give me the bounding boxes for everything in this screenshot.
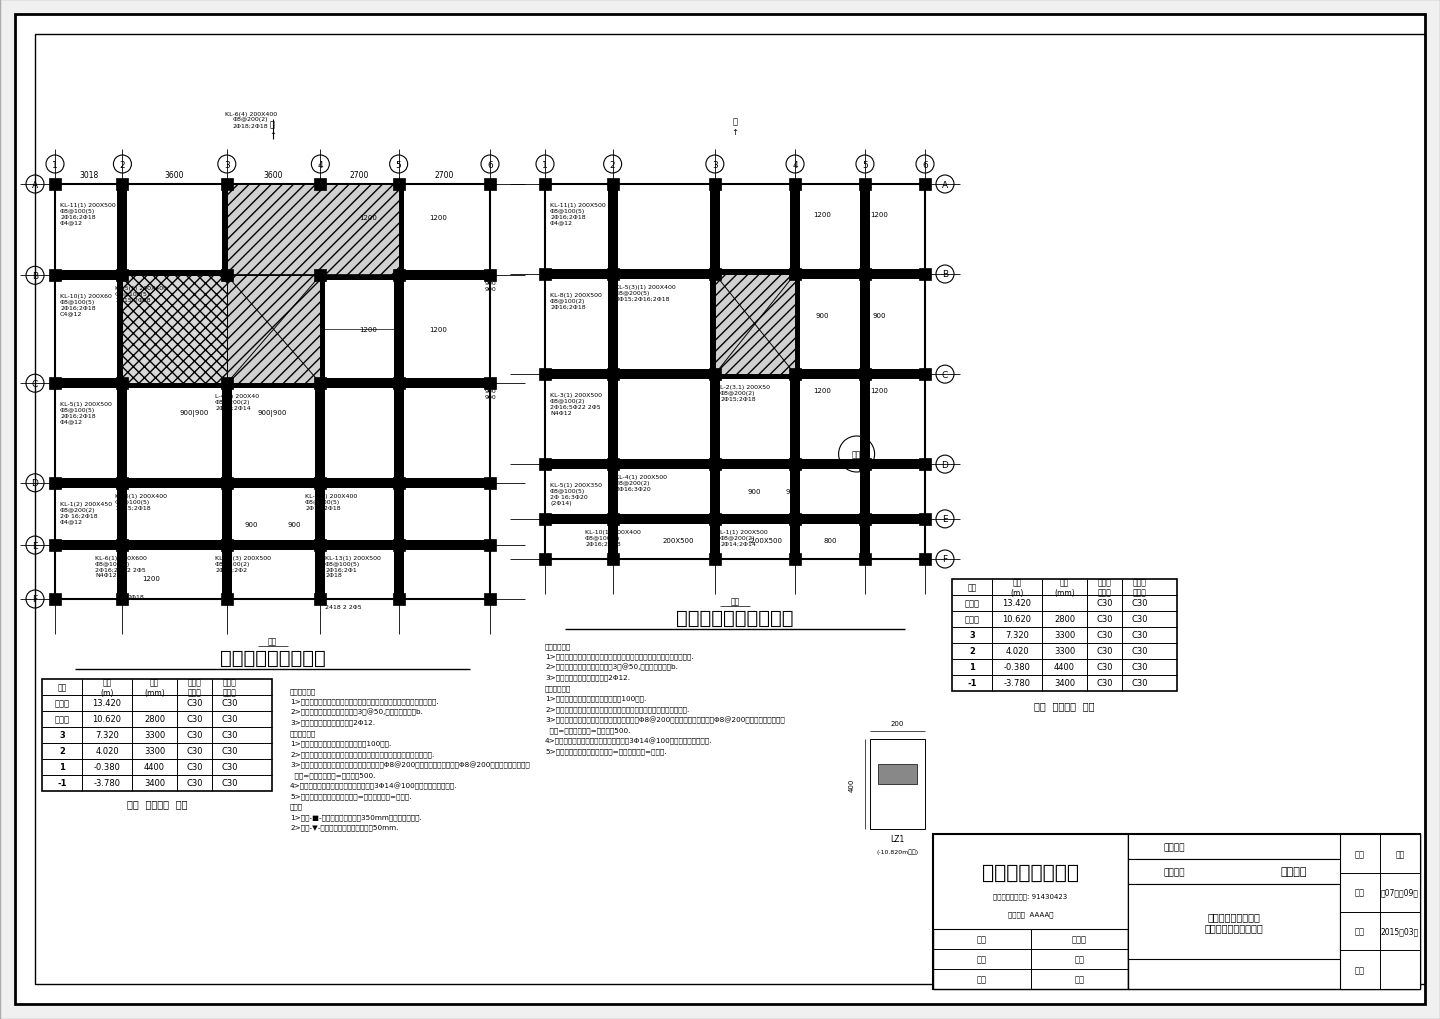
Bar [539, 459, 552, 471]
Text: KL-8(1) 200X500
Φ8@100(2)
2Φ16;2Φ18: KL-8(1) 200X500 Φ8@100(2) 2Φ16;2Φ18 [550, 292, 602, 310]
Bar [315, 184, 325, 599]
Bar [117, 270, 128, 282]
Bar [314, 593, 327, 605]
Bar [49, 270, 60, 282]
Text: 柱、墙
砼等级: 柱、墙 砼等级 [1097, 578, 1112, 597]
Text: 6: 6 [922, 160, 927, 169]
Text: 1200: 1200 [141, 576, 160, 582]
Text: 2700: 2700 [350, 170, 369, 179]
Text: 注册师: 注册师 [1071, 934, 1087, 944]
Bar [484, 178, 495, 191]
Bar [55, 184, 490, 599]
Text: KL-11(1) 200X500
Φ8@100(5)
2Φ16;2Φ18
Φ4@12: KL-11(1) 200X500 Φ8@100(5) 2Φ16;2Φ18 Φ4@… [550, 203, 606, 225]
Bar [714, 275, 795, 375]
Text: 2: 2 [59, 747, 65, 756]
Text: 3400: 3400 [1054, 679, 1076, 688]
Bar [933, 835, 1128, 929]
Text: C30: C30 [1132, 679, 1148, 688]
Bar [708, 459, 721, 471]
Bar [393, 593, 405, 605]
Text: 1>图中-■-填充表示卫生间降板350mm，能看板层及底.: 1>图中-■-填充表示卫生间降板350mm，能看板层及底. [289, 813, 422, 820]
Bar [789, 514, 801, 526]
Bar [870, 739, 924, 829]
Text: C30: C30 [222, 747, 238, 756]
Bar [220, 539, 233, 551]
Bar [708, 553, 721, 566]
Bar [789, 178, 801, 191]
Text: 2800: 2800 [1054, 614, 1076, 624]
Text: 屋面层: 屋面层 [965, 599, 979, 608]
Bar [393, 477, 405, 489]
Text: 1: 1 [969, 662, 975, 672]
Bar [860, 178, 871, 191]
Text: 4400: 4400 [1054, 662, 1076, 672]
Text: 200: 200 [891, 720, 904, 727]
Text: -0.380: -0.380 [1004, 662, 1031, 672]
Bar [539, 553, 552, 566]
Bar [791, 184, 801, 559]
Text: KL-4(1) 200X500
Φ8@200(2)
2Φ16;3Φ20: KL-4(1) 200X500 Φ8@200(2) 2Φ16;3Φ20 [615, 475, 667, 491]
Text: 梁、板
砼等级: 梁、板 砼等级 [223, 678, 236, 697]
Text: 5: 5 [396, 160, 402, 169]
Text: -3.780: -3.780 [1004, 679, 1031, 688]
Text: 隔热层梁板结构平面图: 隔热层梁板结构平面图 [677, 608, 793, 627]
Bar [878, 764, 917, 785]
Text: KL-3(1) 200X500
Φ8@100(2)
2Φ16;5Φ22 2Φ5
N4Φ12: KL-3(1) 200X500 Φ8@100(2) 2Φ16;5Φ22 2Φ5 … [550, 392, 602, 415]
Bar [860, 553, 871, 566]
Bar [49, 178, 60, 191]
Bar [55, 379, 490, 389]
Bar [42, 680, 272, 791]
Text: 900: 900 [243, 522, 258, 528]
Bar [544, 460, 924, 470]
Text: 衡阳县建筑设计院: 衡阳县建筑设计院 [982, 863, 1079, 881]
Bar [612, 275, 865, 520]
Text: LZ1: LZ1 [890, 835, 904, 844]
Text: C30: C30 [1096, 614, 1113, 624]
Bar [608, 184, 618, 559]
Text: L-1(1) 200X500
Φ8@200(2)
2Φ14;2Φ14: L-1(1) 200X500 Φ8@200(2) 2Φ14;2Φ14 [720, 529, 768, 546]
Bar [1128, 835, 1420, 859]
Text: 单位: 单位 [268, 637, 276, 646]
Text: 3>图中未注明的附加吊筋均为2Φ12.: 3>图中未注明的附加吊筋均为2Φ12. [289, 718, 374, 726]
Text: KL-13(1) 200X500
Φ8@100(5)
2Φ16;2Φ1
2Φ18: KL-13(1) 200X500 Φ8@100(5) 2Φ16;2Φ1 2Φ18 [325, 555, 380, 578]
Text: 4400: 4400 [144, 763, 166, 771]
Text: C30: C30 [222, 731, 238, 740]
Text: KL-10(1) 200X60
Φ8@100(5)
2Φ16;2Φ18
C4@12: KL-10(1) 200X60 Φ8@100(5) 2Φ16;2Φ18 C4@1… [60, 294, 112, 316]
Text: C30: C30 [222, 699, 238, 708]
Text: 6: 6 [487, 160, 492, 169]
Bar [314, 539, 327, 551]
Text: 三层梁板结构平面图: 三层梁板结构平面图 [220, 648, 325, 666]
Text: 1>特殊标注除外，未标明的板厚均为100毫米.: 1>特殊标注除外，未标明的板厚均为100毫米. [544, 695, 647, 701]
Bar [708, 514, 721, 526]
Text: 5>板面钢筋标注的长度均为伸出=梁（或墙）边=的长度.: 5>板面钢筋标注的长度均为伸出=梁（或墙）边=的长度. [544, 747, 667, 754]
Bar [544, 515, 924, 525]
Text: 7.320: 7.320 [1005, 631, 1030, 640]
Bar [117, 539, 128, 551]
Text: 隔热层: 隔热层 [965, 614, 979, 624]
Bar [220, 270, 233, 282]
Text: 伸出=梁（或墙）边=的长度为500.: 伸出=梁（或墙）边=的长度为500. [544, 727, 631, 733]
Text: C30: C30 [186, 699, 203, 708]
Bar [860, 369, 871, 381]
Text: 3>特殊注明除外，未单出的底层钢筋均为及向Φ8@200；未标注的表面钢筋为Φ8@200，未标注的板面钢筋: 3>特殊注明除外，未单出的底层钢筋均为及向Φ8@200；未标注的表面钢筋为Φ8@… [544, 715, 785, 723]
Text: A: A [32, 180, 37, 190]
Bar [919, 514, 932, 526]
Text: -200X500: -200X500 [749, 538, 782, 544]
Bar [919, 369, 932, 381]
Text: 3: 3 [59, 731, 65, 740]
Bar [49, 593, 60, 605]
Bar [484, 270, 495, 282]
Text: 3>特殊注明除外，未单出的底层钢筋均为及向Φ8@200；未标注的表面钢筋为Φ8@200，未标注的板面钢筋: 3>特殊注明除外，未单出的底层钢筋均为及向Φ8@200；未标注的表面钢筋为Φ8@… [289, 761, 530, 768]
Text: 4.020: 4.020 [95, 747, 120, 756]
Text: 资质等级  AAAA级: 资质等级 AAAA级 [1008, 911, 1053, 917]
Text: 2>图中未注明的附加箍筋每侧各3道@50,做箍筋格数量同b.: 2>图中未注明的附加箍筋每侧各3道@50,做箍筋格数量同b. [289, 708, 423, 715]
Bar [1128, 859, 1420, 884]
Bar [933, 835, 1420, 989]
Text: 2>图中未注明的附加箍筋每侧各3道@50,做箍筋格数量同b.: 2>图中未注明的附加箍筋每侧各3道@50,做箍筋格数量同b. [544, 663, 678, 671]
Text: 3400: 3400 [144, 779, 166, 788]
Text: -3.780: -3.780 [94, 779, 121, 788]
Text: F: F [942, 555, 948, 564]
Text: 2>图中-▼-表示层房、阳台、露合降板50mm.: 2>图中-▼-表示层房、阳台、露合降板50mm. [289, 823, 399, 830]
Text: 图别: 图别 [1355, 849, 1365, 858]
Text: 3300: 3300 [1054, 631, 1076, 640]
